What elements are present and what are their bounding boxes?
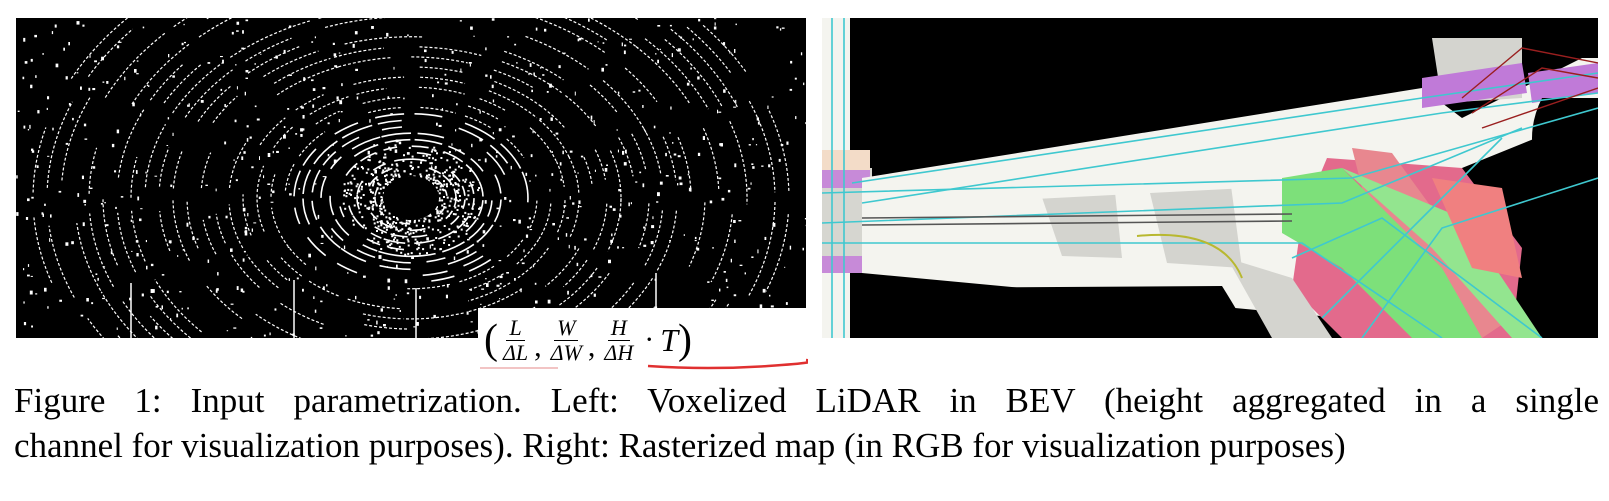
formula-time-variable: T xyxy=(660,321,679,358)
fraction-numerator: L xyxy=(506,316,525,341)
fraction-denominator: ΔH xyxy=(604,339,634,365)
fraction-numerator: H xyxy=(607,316,630,341)
formula-fraction-height: H ΔH xyxy=(601,316,636,363)
fraction-denominator: ΔW xyxy=(550,339,582,365)
figure-caption: Figure 1: Input parametrization. Left: V… xyxy=(14,378,1599,468)
caption-line-2: channel for visualization purposes). Rig… xyxy=(14,426,1346,465)
lidar-bev-panel xyxy=(16,18,806,338)
formula-open-paren: ( xyxy=(484,317,498,363)
voxel-grid-formula: ( L ΔL , W ΔW , H ΔH · T ) xyxy=(478,308,806,372)
rasterized-map-image xyxy=(822,18,1598,338)
fraction-numerator: W xyxy=(554,316,579,341)
red-squiggle-underline xyxy=(480,358,808,370)
rasterized-map-panel xyxy=(822,18,1598,338)
voxelized-lidar-bev-image xyxy=(16,18,806,338)
formula-comma: , xyxy=(587,330,596,363)
formula-close-paren: ) xyxy=(678,317,693,363)
fraction-denominator: ΔL xyxy=(503,339,529,365)
formula-fraction-length: L ΔL xyxy=(500,316,531,363)
caption-line-1: Figure 1: Input parametrization. Left: V… xyxy=(14,381,1599,420)
formula-fraction-width: W ΔW xyxy=(548,316,585,363)
formula-comma: , xyxy=(534,330,542,363)
formula-dot: · xyxy=(644,323,655,356)
